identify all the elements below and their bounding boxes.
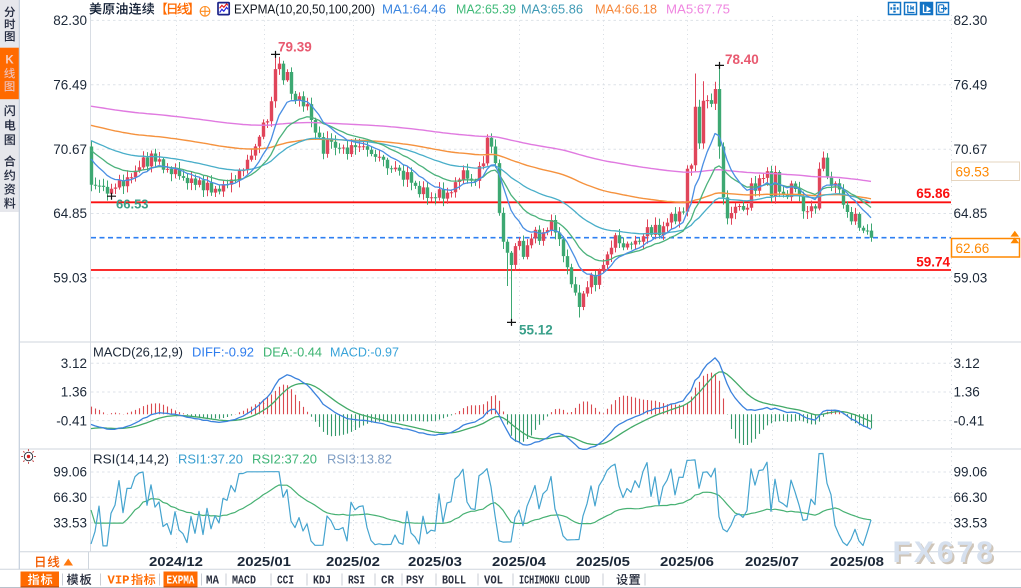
svg-text:MACD(26,12,9): MACD(26,12,9) xyxy=(93,345,183,360)
svg-text:33.53: 33.53 xyxy=(954,515,988,530)
svg-text:79.39: 79.39 xyxy=(278,40,312,55)
svg-text:FX678: FX678 xyxy=(895,538,998,571)
svg-text:ICHIMOKU CLOUD: ICHIMOKU CLOUD xyxy=(519,575,590,588)
svg-text:VOL: VOL xyxy=(484,575,503,588)
svg-text:CR: CR xyxy=(381,575,394,588)
svg-text:70.67: 70.67 xyxy=(53,142,87,157)
svg-text:MACD:-0.97: MACD:-0.97 xyxy=(330,345,399,360)
svg-text:VIP: VIP xyxy=(108,575,130,588)
svg-text:66.53: 66.53 xyxy=(116,197,149,212)
svg-text:66.30: 66.30 xyxy=(954,490,988,505)
svg-text:RSI2:37.20: RSI2:37.20 xyxy=(252,452,317,467)
svg-text:-0.41: -0.41 xyxy=(56,413,87,428)
svg-text:2025/03: 2025/03 xyxy=(408,554,462,569)
svg-text:DIFF:-0.92: DIFF:-0.92 xyxy=(192,345,254,360)
svg-text:PSY: PSY xyxy=(406,575,424,588)
svg-text:MA2:65.39: MA2:65.39 xyxy=(456,2,516,17)
svg-text:99.06: 99.06 xyxy=(53,465,87,480)
svg-text:K: K xyxy=(5,55,14,67)
svg-text:99.06: 99.06 xyxy=(954,465,988,480)
svg-text:KDJ: KDJ xyxy=(313,575,331,588)
svg-text:55.12: 55.12 xyxy=(519,323,553,338)
svg-text:78.40: 78.40 xyxy=(725,52,759,67)
svg-text:59.74: 59.74 xyxy=(916,255,950,270)
svg-text:BOLL: BOLL xyxy=(442,575,466,588)
svg-text:MACD: MACD xyxy=(232,575,256,588)
svg-text:2025/04: 2025/04 xyxy=(492,554,547,569)
svg-text:69.53: 69.53 xyxy=(956,165,990,180)
svg-text:76.49: 76.49 xyxy=(954,78,988,93)
svg-text:EXPMA(10,20,50,100,200): EXPMA(10,20,50,100,200) xyxy=(234,2,375,17)
svg-text:FX678: FX678 xyxy=(893,536,996,569)
svg-text:2025/01: 2025/01 xyxy=(237,554,291,569)
svg-text:2025/06: 2025/06 xyxy=(660,554,714,569)
svg-text:MA: MA xyxy=(206,575,219,588)
svg-text:MA5:67.75: MA5:67.75 xyxy=(666,2,730,17)
svg-text:-0.41: -0.41 xyxy=(954,413,985,428)
svg-text:2025/08: 2025/08 xyxy=(830,554,884,569)
svg-text:RSI(14,14,2): RSI(14,14,2) xyxy=(93,452,169,467)
svg-text:1.36: 1.36 xyxy=(61,385,87,400)
svg-text:RSI: RSI xyxy=(348,575,365,588)
svg-text:MA1:64.46: MA1:64.46 xyxy=(382,2,446,17)
svg-text:66.30: 66.30 xyxy=(53,490,87,505)
svg-text:59.03: 59.03 xyxy=(53,271,87,286)
svg-text:2025/05: 2025/05 xyxy=(576,554,630,569)
svg-text:33.53: 33.53 xyxy=(53,515,87,530)
svg-text:1.36: 1.36 xyxy=(954,385,980,400)
svg-text:RSI1:37.20: RSI1:37.20 xyxy=(178,452,243,467)
svg-text:3.12: 3.12 xyxy=(954,356,980,371)
svg-text:DEA:-0.44: DEA:-0.44 xyxy=(263,345,322,360)
svg-text:MA4:66.18: MA4:66.18 xyxy=(595,2,657,17)
svg-text:64.85: 64.85 xyxy=(954,206,988,221)
svg-text:2025/02: 2025/02 xyxy=(326,554,380,569)
svg-text:59.03: 59.03 xyxy=(954,271,988,286)
svg-text:76.49: 76.49 xyxy=(53,78,87,93)
svg-text:3.12: 3.12 xyxy=(61,356,87,371)
svg-text:EXPMA: EXPMA xyxy=(167,575,195,588)
svg-text:MA3:65.86: MA3:65.86 xyxy=(521,2,583,17)
svg-text:64.85: 64.85 xyxy=(53,206,87,221)
svg-text:CCI: CCI xyxy=(277,575,294,588)
svg-text:2025/07: 2025/07 xyxy=(745,554,799,569)
svg-text:RSI3:13.82: RSI3:13.82 xyxy=(327,452,392,467)
svg-text:82.30: 82.30 xyxy=(954,13,988,28)
svg-text:70.67: 70.67 xyxy=(954,142,988,157)
svg-text:65.86: 65.86 xyxy=(916,186,950,201)
svg-text:62.66: 62.66 xyxy=(956,241,990,256)
svg-text:2024/12: 2024/12 xyxy=(149,554,203,569)
svg-text:82.30: 82.30 xyxy=(53,13,87,28)
